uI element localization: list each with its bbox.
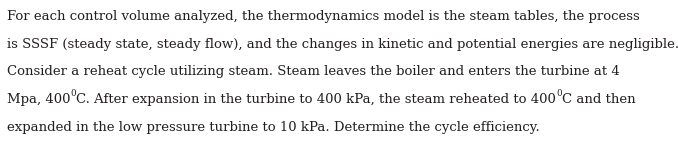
Text: Mpa, 400: Mpa, 400 bbox=[7, 93, 71, 106]
Text: is SSSF (steady state, steady flow), and the changes in kinetic and potential en: is SSSF (steady state, steady flow), and… bbox=[7, 38, 678, 51]
Text: 0: 0 bbox=[556, 89, 561, 98]
Text: For each control volume analyzed, the thermodynamics model is the steam tables, : For each control volume analyzed, the th… bbox=[7, 10, 640, 23]
Text: C and then: C and then bbox=[561, 93, 635, 106]
Text: C. After expansion in the turbine to 400 kPa, the steam reheated to 400: C. After expansion in the turbine to 400… bbox=[76, 93, 556, 106]
Text: Consider a reheat cycle utilizing steam. Steam leaves the boiler and enters the : Consider a reheat cycle utilizing steam.… bbox=[7, 65, 620, 78]
Text: 0: 0 bbox=[71, 89, 76, 98]
Text: expanded in the low pressure turbine to 10 kPa. Determine the cycle efficiency.: expanded in the low pressure turbine to … bbox=[7, 121, 540, 134]
